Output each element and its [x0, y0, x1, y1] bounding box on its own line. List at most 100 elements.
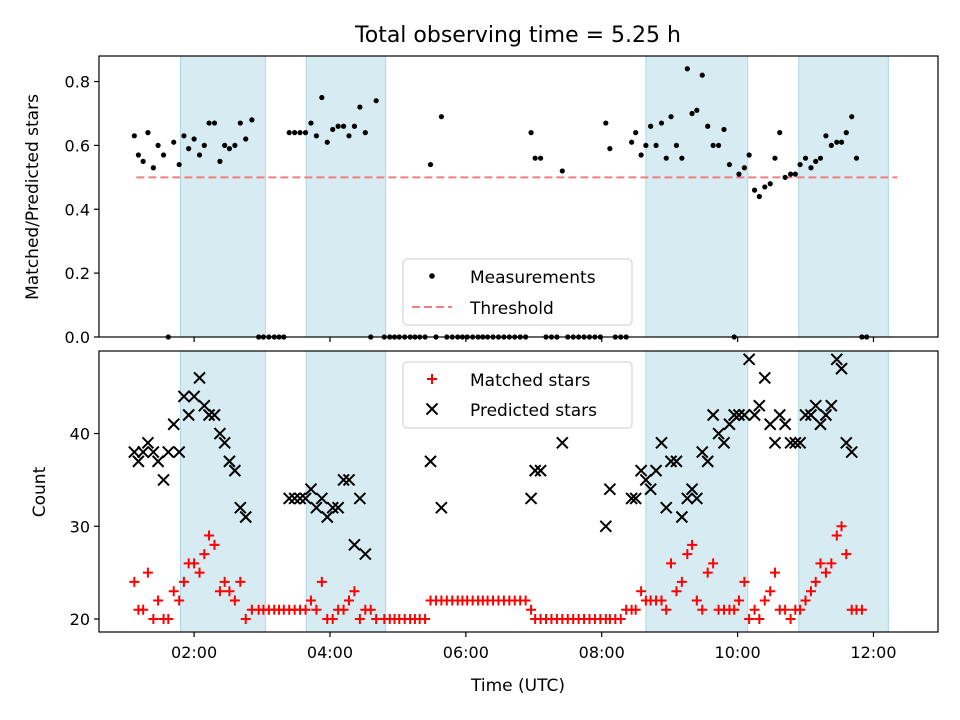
matched-star-point — [219, 576, 230, 587]
predicted-star-point — [809, 399, 822, 412]
measurement-point — [726, 161, 733, 168]
measurement-point — [249, 117, 255, 123]
predicted-star-point — [151, 455, 165, 468]
matched-star-point — [769, 567, 780, 578]
bottom-y-ticks: 20 30 40 — [70, 425, 99, 629]
matched-star-point — [687, 539, 698, 550]
predicted-star-point — [753, 399, 766, 412]
measurement-point — [140, 158, 146, 164]
matched-star-points — [129, 521, 867, 625]
measurement-point — [319, 94, 325, 101]
predicted-star-point — [727, 408, 741, 422]
x-tick-label: 08:00 — [579, 643, 625, 662]
measurement-point — [191, 136, 197, 142]
predicted-star-point — [758, 371, 771, 385]
matched-star-point — [240, 614, 251, 625]
matched-star-point — [765, 586, 776, 597]
measurement-point — [648, 123, 654, 129]
bottom-y-tick-label: 40 — [70, 425, 90, 444]
matched-star-point — [800, 595, 811, 606]
matched-star-point — [759, 595, 770, 606]
predicted-star-point — [299, 492, 312, 505]
top-y-tick-label: 0.4 — [65, 200, 90, 219]
predicted-star-point — [664, 455, 678, 468]
matched-star-point — [327, 614, 338, 625]
predicted-star-point — [556, 436, 569, 450]
predicted-star-point — [639, 473, 653, 487]
matched-star-point — [820, 567, 831, 578]
measurement-point — [186, 146, 192, 152]
bottom-y-tick-label: 30 — [70, 517, 90, 536]
bottom-shaded-region-3 — [798, 350, 889, 633]
measurement-point — [302, 130, 309, 136]
measurement-point — [710, 142, 716, 149]
measurement-point — [357, 104, 363, 110]
bottom-y-axis-label: Count — [30, 466, 50, 517]
matched-star-point — [691, 595, 702, 606]
predicted-star-point — [825, 399, 838, 412]
predicted-star-point — [202, 408, 216, 422]
measurement-point — [721, 126, 727, 133]
predicted-star-point — [157, 473, 170, 487]
top-y-tick-label: 0.2 — [65, 264, 90, 283]
predicted-star-point — [649, 464, 663, 477]
matched-star-point — [235, 576, 246, 587]
matched-star-point — [656, 595, 667, 606]
matched-star-point — [168, 586, 179, 597]
matched-star-point — [338, 604, 349, 615]
matched-star-point — [729, 604, 740, 615]
predicted-star-point — [331, 501, 345, 514]
measurement-point — [324, 139, 330, 145]
measurement-point — [335, 123, 341, 129]
x-tick-label: 12:00 — [850, 643, 896, 662]
matched-star-point — [671, 586, 682, 597]
matched-star-point — [526, 604, 537, 615]
matched-star-point — [836, 521, 847, 532]
predicted-star-point — [359, 547, 372, 561]
matched-star-point — [300, 604, 311, 615]
predicted-star-point — [717, 436, 731, 450]
measurement-point — [351, 123, 358, 129]
predicted-star-point — [213, 427, 227, 440]
matched-star-point — [780, 604, 791, 615]
measurement-point — [741, 165, 747, 171]
predicted-star-point — [172, 445, 186, 459]
measurement-point — [772, 155, 778, 161]
predicted-star-point — [353, 492, 367, 505]
predicted-star-point — [634, 464, 648, 477]
bottom-legend-box — [402, 361, 633, 429]
predicted-star-point — [814, 418, 827, 431]
predicted-star-point — [629, 492, 642, 505]
x-tick-label: 06:00 — [443, 643, 489, 662]
measurement-point — [150, 165, 156, 171]
matched-star-point — [615, 614, 626, 625]
measurement-point — [607, 146, 613, 152]
predicted-star-point — [424, 455, 437, 468]
predicted-star-point — [675, 510, 689, 524]
predicted-star-point — [690, 492, 704, 505]
measurement-point — [155, 142, 161, 149]
matched-star-point — [831, 530, 842, 541]
matched-star-point — [163, 614, 174, 625]
predicted-star-point — [528, 464, 542, 477]
predicted-star-point — [778, 418, 792, 431]
measurement-point — [817, 155, 824, 161]
predicted-star-point — [342, 473, 356, 487]
measurement-point — [746, 152, 752, 158]
matched-star-point — [810, 576, 821, 587]
predicted-star-point — [326, 501, 339, 514]
predicted-star-point — [435, 501, 448, 514]
predicted-star-point — [315, 492, 329, 505]
top-y-ticks: 0.0 0.2 0.4 0.6 0.8 — [65, 73, 99, 347]
predicted-star-point — [763, 418, 777, 431]
legend-predicted-label: Predicted stars — [470, 401, 597, 421]
predicted-star-point — [128, 445, 141, 459]
measurement-point — [222, 142, 228, 149]
matched-star-point — [174, 595, 185, 606]
matched-star-point — [344, 595, 355, 606]
predicted-star-point — [685, 482, 699, 496]
measurement-point — [834, 139, 840, 145]
predicted-star-point — [534, 464, 547, 477]
predicted-star-point — [625, 492, 638, 505]
predicted-star-point — [321, 510, 334, 524]
